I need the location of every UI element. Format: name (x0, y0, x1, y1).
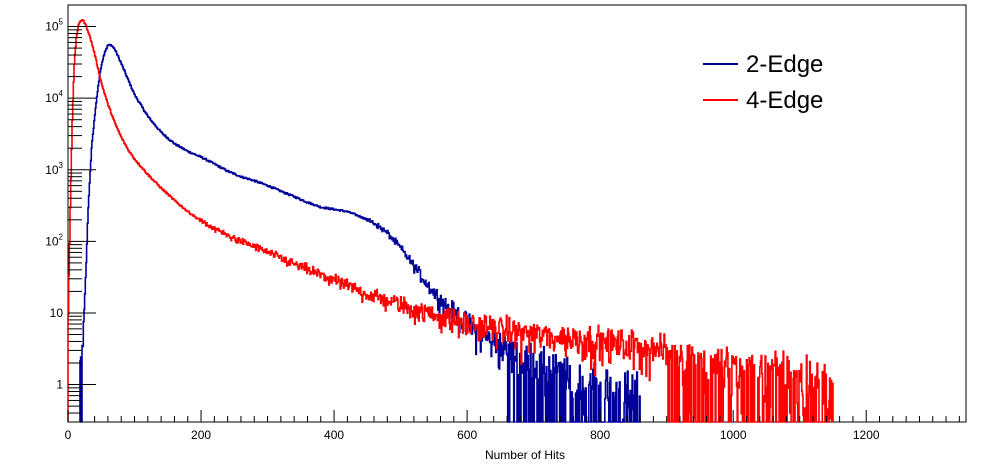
x-axis-title: Number of Hits (485, 448, 565, 462)
y-tick-label: 102 (45, 232, 63, 248)
legend-label: 2-Edge (746, 51, 823, 78)
y-tick-label: 104 (45, 89, 63, 105)
x-tick-label: 1200 (853, 428, 880, 442)
y-tick-label: 103 (45, 161, 63, 177)
x-tick-label: 800 (590, 428, 610, 442)
y-tick-label: 1 (56, 378, 63, 392)
y-tick-label: 10 (50, 306, 64, 320)
x-tick-label: 400 (324, 428, 344, 442)
x-tick-label: 200 (191, 428, 211, 442)
y-axis-ticks: 1 10 102 103 104 105 (45, 4, 96, 423)
x-tick-label: 600 (457, 428, 477, 442)
legend-label: 4-Edge (746, 87, 823, 114)
x-tick-label: 1000 (720, 428, 747, 442)
x-axis-ticks: 0 200 400 600 800 1000 1200 (65, 410, 960, 442)
series-line-2-edge (79, 43, 641, 423)
series-layer (67, 19, 834, 423)
x-tick-label: 0 (65, 428, 72, 442)
y-tick-label: 105 (45, 18, 63, 34)
legend: 2-Edge 4-Edge (703, 51, 823, 114)
series-line-4-edge (67, 19, 834, 423)
